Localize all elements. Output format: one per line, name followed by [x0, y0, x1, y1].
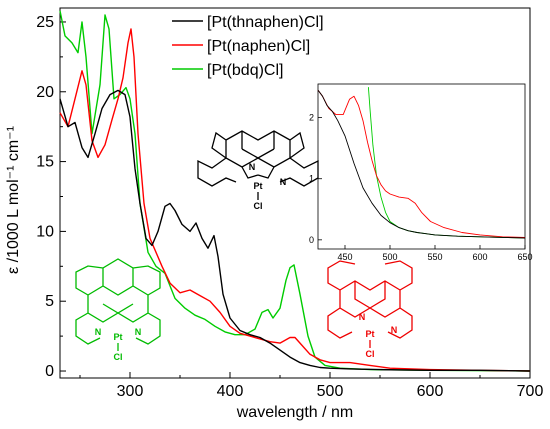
y-tick-label: 10 — [36, 223, 54, 240]
y-tick-label: 20 — [36, 84, 54, 101]
inset-x-tick-label: 650 — [517, 252, 532, 262]
legend-label-thnaphen: [Pt(thnaphen)Cl] — [207, 14, 324, 31]
molecule-naphen: N N Pt Cl — [327, 260, 413, 359]
inset-chart: 450 500 550 600 650 0 1 2 — [309, 83, 533, 262]
series-line-1 — [59, 28, 531, 372]
x-tick-label: 400 — [217, 383, 244, 400]
series-line-2 — [59, 10, 531, 372]
series-line-0 — [59, 89, 531, 372]
bdq-n1: N — [95, 327, 102, 337]
x-tick-label: 600 — [417, 383, 444, 400]
bdq-cl: Cl — [114, 352, 123, 362]
thnaphen-skeleton — [197, 130, 319, 187]
inset-x-tick-label: 550 — [427, 252, 442, 262]
inset-x-tick-label: 600 — [472, 252, 487, 262]
thnaphen-pt: Pt — [254, 181, 263, 191]
thnaphen-cl: Cl — [254, 201, 263, 211]
naphen-pt: Pt — [366, 329, 375, 339]
naphen-n2: N — [391, 325, 398, 335]
thnaphen-n2: N — [280, 177, 287, 187]
bdq-pt: Pt — [114, 332, 123, 342]
y-tick-label: 25 — [36, 14, 54, 31]
thnaphen-n1: N — [249, 162, 256, 172]
plot-frame — [59, 7, 531, 379]
inset-axis-ticks: 450 500 550 600 650 0 1 2 — [309, 113, 533, 262]
legend-label-naphen: [Pt(naphen)Cl] — [207, 38, 310, 55]
inset-y-tick-label: 1 — [309, 174, 314, 184]
inset-y-tick-label: 2 — [309, 113, 314, 123]
y-tick-label: 5 — [45, 293, 54, 310]
naphen-cl: Cl — [366, 349, 375, 359]
legend: [Pt(thnaphen)Cl] [Pt(naphen)Cl] [Pt(bdq)… — [172, 14, 324, 79]
molecule-thnaphen: N N Pt Cl — [197, 130, 319, 211]
inset-frame — [317, 83, 526, 250]
legend-label-bdq: [Pt(bdq)Cl] — [207, 62, 283, 79]
inset-series-group — [317, 87, 526, 239]
bdq-n2: N — [135, 327, 142, 337]
inset-x-tick-label: 500 — [382, 252, 397, 262]
inset-x-tick-label: 450 — [337, 252, 352, 262]
inset-series-line-0 — [317, 89, 526, 239]
naphen-n1: N — [359, 312, 366, 322]
inset-y-tick-label: 0 — [309, 235, 314, 245]
x-tick-label: 500 — [317, 383, 344, 400]
naphen-skeleton — [327, 260, 413, 339]
bdq-skeleton — [75, 258, 161, 345]
molecule-bdq: N N Pt Cl — [75, 258, 161, 362]
y-tick-label: 15 — [36, 154, 54, 171]
y-tick-label: 0 — [45, 363, 54, 380]
x-tick-label: 700 — [517, 383, 544, 400]
inset-series-line-1 — [317, 89, 526, 238]
y-axis-title: ε /1000 L mol⁻¹ cm⁻¹ — [5, 126, 22, 274]
x-axis-title: wavelength / nm — [236, 404, 354, 421]
x-tick-label: 300 — [117, 383, 144, 400]
main-series-group — [59, 10, 531, 372]
